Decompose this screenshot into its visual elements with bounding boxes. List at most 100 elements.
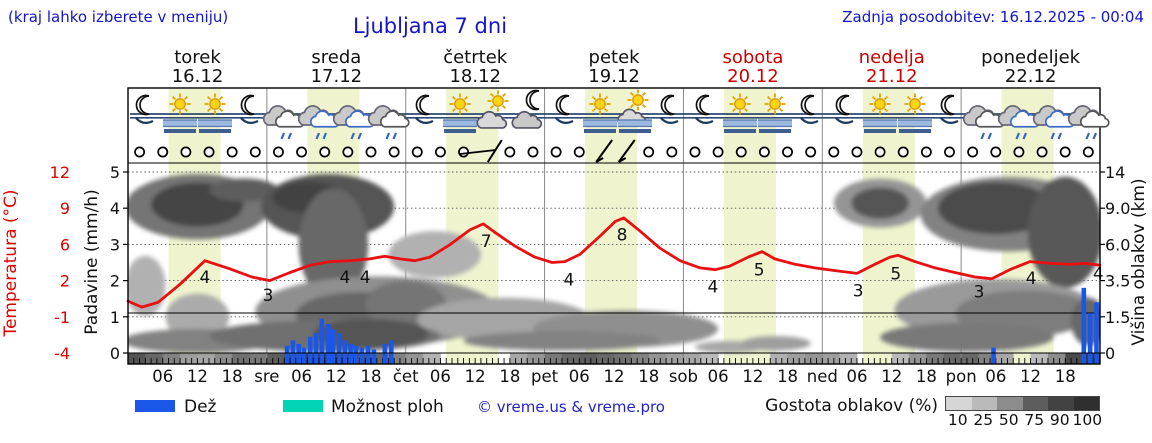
svg-text:18: 18 — [916, 367, 937, 386]
svg-text:0: 0 — [1105, 344, 1115, 363]
svg-text:18: 18 — [361, 367, 382, 386]
svg-text:4: 4 — [110, 199, 120, 218]
density-gradient-segment — [1073, 397, 1099, 410]
svg-text:pon: pon — [946, 367, 977, 386]
svg-text:3: 3 — [974, 282, 985, 302]
svg-text:3.5: 3.5 — [1105, 272, 1130, 291]
svg-text:-4: -4 — [54, 344, 70, 363]
day-name: četrtek — [443, 47, 508, 68]
density-tick-label: 90 — [1049, 411, 1070, 429]
svg-text:0: 0 — [110, 344, 120, 363]
density-tick-label: 75 — [1024, 411, 1045, 429]
weather-icon-moon-fog — [940, 94, 959, 125]
copyright-link[interactable]: © vreme.us & vreme.pro — [477, 398, 665, 416]
weather-icon-sun-fog — [758, 93, 792, 133]
svg-text:18: 18 — [499, 367, 520, 386]
svg-text:5: 5 — [890, 264, 901, 284]
weather-icon-sun-fog — [863, 93, 897, 133]
svg-text:2: 2 — [60, 272, 70, 291]
hourly-ticks — [133, 358, 1095, 364]
weather-icon-moon-fog — [135, 94, 154, 125]
svg-text:6.0: 6.0 — [1105, 235, 1130, 254]
day-date: 17.12 — [310, 66, 363, 87]
weather-icon-sun-fog — [583, 93, 617, 133]
svg-text:čet: čet — [393, 367, 419, 386]
weather-icon-rain-cloud — [367, 105, 410, 140]
day-date: 22.12 — [1004, 66, 1057, 87]
svg-text:12: 12 — [326, 367, 347, 386]
day-header-sobota: sobota 20.12 — [683, 48, 822, 86]
svg-text:ned: ned — [807, 367, 838, 386]
svg-text:4: 4 — [340, 268, 351, 288]
svg-text:18: 18 — [222, 367, 243, 386]
wind-barbs — [459, 139, 636, 163]
day-name: sobota — [722, 47, 784, 68]
page-title: Ljubljana 7 dni — [352, 14, 508, 38]
weather-icon-sun-fog — [163, 93, 197, 133]
day-name: torek — [174, 47, 221, 68]
weather-icon-moon-fog — [695, 94, 714, 125]
svg-text:12: 12 — [465, 367, 486, 386]
showers-legend-label: Možnost ploh — [331, 397, 444, 417]
svg-text:1.5: 1.5 — [1105, 308, 1130, 327]
weather-icon-rain-cloud — [1067, 105, 1110, 140]
axis-tick-labels: 12 9 6 2 -1 -4 5 4 3 2 1 0 14 9.0 6.0 3.5 1.5 0 06 12 18 sre 0… — [50, 163, 1131, 386]
weather-icon-sun-fog — [198, 93, 232, 133]
gridlines — [123, 171, 1105, 354]
day-header-ponedeljek: ponedeljek 22.12 — [961, 48, 1100, 86]
svg-text:pet: pet — [531, 367, 559, 386]
svg-text:4: 4 — [563, 271, 574, 291]
svg-text:06: 06 — [430, 367, 451, 386]
weather-icon-moon-fog — [415, 94, 434, 125]
svg-text:4: 4 — [708, 278, 719, 298]
rain-legend-label: Dež — [184, 397, 217, 417]
day-date: 21.12 — [866, 66, 918, 87]
weather-icon-sun-fog — [898, 93, 932, 133]
svg-text:-1: -1 — [54, 308, 70, 327]
svg-text:18: 18 — [1055, 367, 1076, 386]
density-tick-label: 100 — [1072, 411, 1103, 429]
svg-text:06: 06 — [569, 367, 590, 386]
weather-icon-sun-cloud — [476, 90, 509, 129]
cloud-shading — [128, 174, 1100, 354]
density-gradient-segment — [997, 397, 1023, 410]
cloud-cover-strip — [128, 353, 1101, 364]
weather-icon-rain-cloud — [262, 105, 305, 140]
cloud-density-legend-title: Gostota oblakov (%) — [765, 396, 938, 416]
svg-text:06: 06 — [847, 367, 868, 386]
svg-text:7: 7 — [481, 232, 492, 252]
cloud-density-gradient-bar — [945, 396, 1100, 411]
day-date: 20.12 — [727, 66, 779, 87]
day-date: 19.12 — [588, 66, 640, 87]
day-header-petek: petek 19.12 — [545, 48, 684, 86]
svg-text:9.0: 9.0 — [1105, 199, 1130, 218]
svg-text:12: 12 — [1020, 367, 1041, 386]
svg-text:12: 12 — [50, 163, 70, 182]
weather-icon-moon-fog — [555, 94, 574, 125]
svg-text:4: 4 — [1026, 269, 1037, 289]
last-update-note: Zadnja posodobitev: 16.12.2025 - 00:04 — [842, 8, 1144, 26]
weather-icon-rain-cloud-blue — [1032, 105, 1075, 140]
day-date: 18.12 — [449, 66, 501, 87]
day-header-sreda: sreda 17.12 — [267, 48, 406, 86]
svg-text:18: 18 — [638, 367, 659, 386]
density-tick-label: 50 — [998, 411, 1019, 429]
svg-text:4: 4 — [1093, 264, 1104, 284]
svg-text:18: 18 — [777, 367, 798, 386]
svg-text:3: 3 — [110, 235, 120, 254]
density-tick-label: 25 — [973, 411, 994, 429]
svg-text:8: 8 — [617, 226, 628, 246]
weather-icon-moon-fog — [240, 94, 259, 125]
density-tick-label: 10 — [947, 411, 968, 429]
day-name: sreda — [311, 47, 362, 68]
menu-hint-note: (kraj lahko izberete v meniju) — [8, 8, 229, 26]
day-date: 16.12 — [171, 66, 224, 87]
svg-text:5: 5 — [754, 261, 765, 281]
rain-legend-swatch — [135, 400, 175, 412]
weather-icon-sun-fog — [723, 93, 757, 133]
weather-icon-sun-fog — [443, 93, 477, 133]
weather-icon-moon-cloud — [511, 89, 543, 129]
weather-icons-row — [130, 89, 1110, 140]
